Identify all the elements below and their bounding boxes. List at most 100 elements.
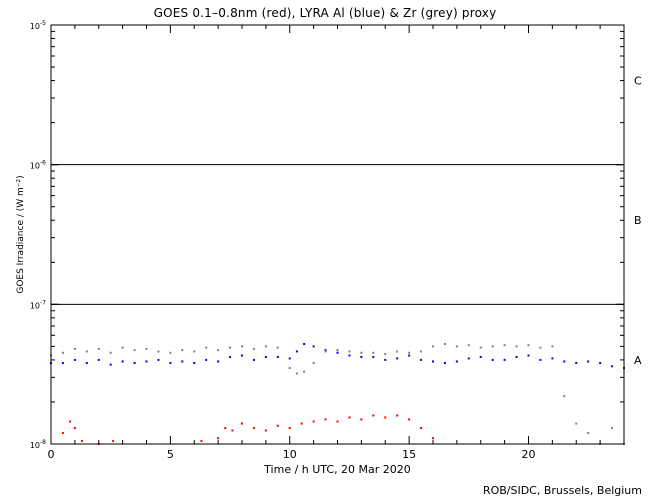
data-point (181, 360, 184, 363)
data-point (551, 357, 554, 360)
data-point (336, 420, 339, 423)
y-tick-label: 10-8 (30, 439, 46, 450)
axis-ticks (50, 24, 625, 445)
data-point (229, 355, 232, 358)
data-point (276, 355, 279, 358)
data-point (145, 360, 148, 363)
data-point (539, 358, 542, 361)
data-point (217, 437, 220, 440)
data-point (348, 354, 351, 357)
data-point (61, 351, 64, 354)
data-point (396, 350, 399, 353)
data-point (312, 420, 315, 423)
data-point (252, 427, 255, 430)
data-point (539, 346, 542, 349)
data-point (169, 362, 172, 365)
data-point (133, 362, 136, 365)
data-point (200, 440, 203, 443)
y-tick-label: 10-7 (30, 299, 46, 310)
data-point (217, 360, 220, 363)
data-point (432, 360, 434, 363)
data-point (587, 431, 590, 434)
chart-title: GOES 0.1–0.8nm (red), LYRA Al (blue) & Z… (153, 6, 497, 20)
data-point (551, 345, 554, 348)
data-point (563, 395, 566, 398)
data-point (611, 427, 614, 430)
data-point (324, 418, 327, 421)
x-tick-label: 5 (167, 448, 174, 461)
data-point (348, 416, 351, 419)
x-tick-label: 10 (283, 448, 297, 461)
data-point (300, 422, 303, 425)
data-point (264, 355, 267, 358)
data-point (360, 418, 363, 421)
data-point (303, 342, 306, 345)
y-tick-label: 10-5 (30, 20, 46, 31)
x-tick-label: 0 (48, 448, 55, 461)
data-point (241, 354, 243, 357)
y-axis-label: GOES Irradiance / (W m⁻²) (16, 175, 26, 293)
data-point (336, 349, 339, 352)
data-point (348, 350, 351, 353)
data-point (408, 418, 411, 421)
data-point (169, 351, 172, 354)
data-point (611, 365, 614, 368)
data-point (252, 358, 255, 361)
data-point (503, 344, 506, 347)
data-point (455, 360, 458, 363)
data-point (515, 345, 518, 348)
x-axis-label: Time / h UTC, 20 Mar 2020 (263, 463, 411, 476)
data-point (384, 353, 387, 356)
data-point (193, 362, 196, 365)
data-points (50, 342, 625, 445)
data-point (295, 372, 298, 375)
data-point (384, 358, 387, 361)
data-point (527, 344, 530, 347)
data-point (61, 431, 64, 434)
data-point (295, 350, 298, 353)
data-point (73, 358, 76, 361)
data-point (205, 358, 208, 361)
flare-class-label: C (634, 75, 642, 88)
data-point (408, 351, 411, 354)
data-point (288, 367, 291, 370)
data-point (336, 351, 339, 354)
data-point (491, 345, 494, 348)
credit-footer: ROB/SIDC, Brussels, Belgium (482, 484, 642, 497)
data-point (420, 358, 423, 361)
data-point (61, 362, 64, 365)
data-point (360, 351, 363, 354)
data-point (396, 414, 399, 417)
data-point (264, 429, 267, 432)
data-point (455, 345, 458, 348)
data-point (276, 346, 279, 349)
data-point (384, 416, 387, 419)
data-point (324, 350, 327, 353)
data-point (73, 347, 76, 350)
data-point (252, 347, 255, 350)
data-point (479, 346, 482, 349)
data-point (443, 362, 446, 365)
data-point (157, 350, 160, 353)
data-point (121, 346, 124, 349)
data-point (312, 345, 315, 348)
data-point (145, 347, 148, 350)
data-point (420, 427, 423, 430)
data-point (467, 357, 470, 360)
data-point (121, 360, 124, 363)
data-point (85, 362, 88, 365)
data-point (73, 427, 76, 430)
data-point (503, 358, 506, 361)
data-point (575, 362, 578, 365)
axis-labels: 0 5 10 15 20 10-8 10-7 10-6 10-5 Time / h UTC, 20… (16, 20, 642, 476)
flare-class-label: B (634, 214, 642, 227)
data-point (229, 346, 232, 349)
data-point (288, 357, 291, 360)
flare-class-label: A (634, 354, 642, 367)
data-point (599, 362, 602, 365)
data-point (241, 422, 243, 425)
data-point (85, 350, 88, 353)
data-point (109, 363, 112, 366)
data-point (133, 349, 136, 352)
